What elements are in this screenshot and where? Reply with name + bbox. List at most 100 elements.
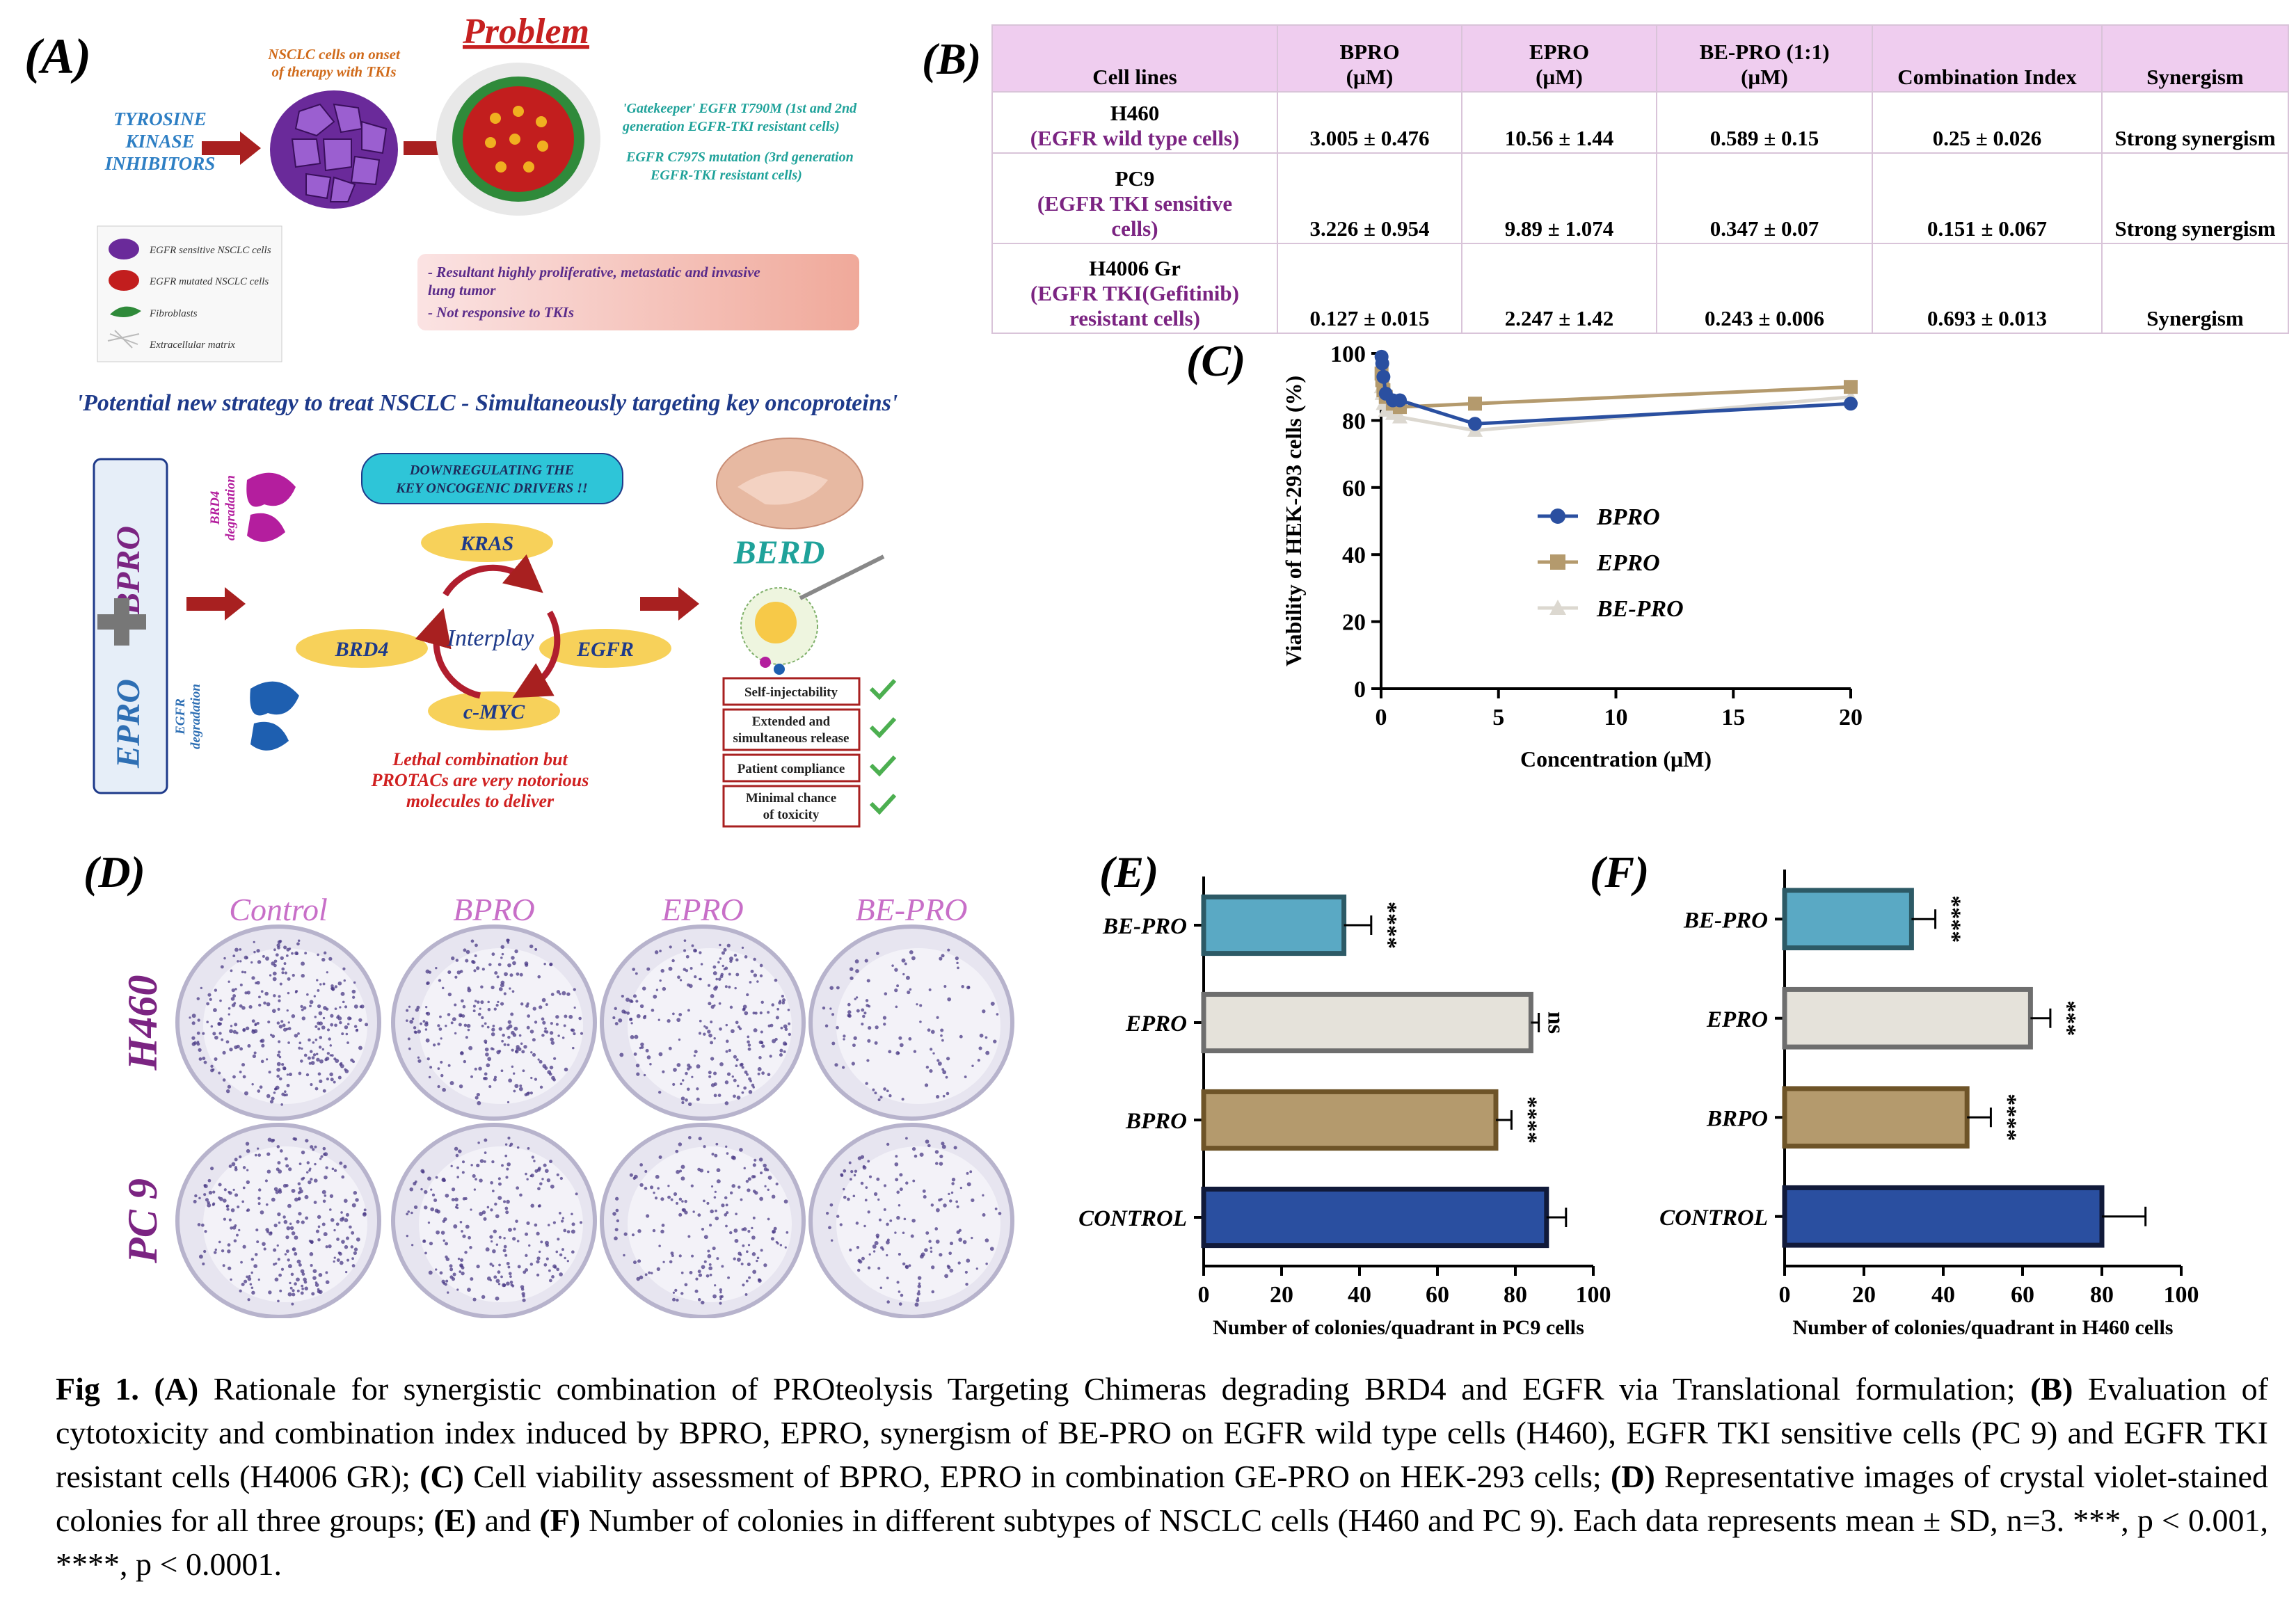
colony-dot [435, 1176, 438, 1179]
colony-dot [722, 964, 724, 968]
colony-dot [246, 991, 250, 995]
colony-dot [263, 1247, 266, 1251]
colony-dot [731, 1075, 734, 1078]
colony-dot [252, 1054, 256, 1059]
colony-dot [752, 1163, 756, 1167]
colony-dot [847, 1002, 851, 1007]
x-tick-label: 20 [1839, 705, 1863, 730]
colony-dot [989, 1247, 994, 1251]
colony-dot [472, 1297, 477, 1302]
colony-dot [234, 947, 239, 952]
colony-dot [231, 1162, 236, 1167]
colony-dot [319, 1079, 323, 1083]
colony-dot [467, 1028, 470, 1032]
colony-dot [855, 969, 859, 973]
colony-dot [948, 1251, 952, 1256]
colony-dot [685, 1098, 688, 1102]
colony-dot [305, 1139, 309, 1143]
colony-dot [690, 1184, 694, 1187]
colony-dot [491, 1160, 495, 1164]
colony-dot [894, 968, 898, 972]
colony-dot [544, 1066, 548, 1070]
colony-dot [513, 1227, 516, 1231]
colony-dot [879, 1246, 884, 1249]
colony-dot [467, 1288, 471, 1292]
colony-dot [329, 1054, 332, 1057]
colony-dot [681, 1200, 684, 1203]
colony-dot [855, 996, 859, 999]
colony-dot [728, 1048, 731, 1052]
colony-dot [454, 1003, 457, 1007]
colony-dot [490, 1047, 494, 1050]
colony-dot [527, 1014, 531, 1018]
colony-dot [486, 1206, 490, 1209]
y-tick-label: 100 [1330, 342, 1366, 367]
colony-dot [413, 1205, 418, 1210]
x-tick-label: 60 [1426, 1282, 1449, 1308]
colony-dot [947, 948, 950, 952]
colony-dot [239, 1155, 242, 1159]
colony-dot [616, 1219, 619, 1223]
colony-dot [459, 1264, 463, 1268]
colony-dot [250, 1258, 255, 1261]
colony-dot [480, 1000, 484, 1004]
panel-a-label: (A) [24, 29, 91, 84]
check-1: Self-injectability [744, 685, 838, 700]
colony-dot [488, 1085, 492, 1089]
colony-dot [271, 1096, 275, 1100]
colony-dot [287, 1264, 292, 1269]
colony-dot [898, 1302, 902, 1306]
colony-dot [716, 1179, 721, 1184]
colony-dot [310, 1083, 313, 1087]
colony-dot [671, 1254, 674, 1258]
colony-dot [276, 1021, 280, 1025]
colony-dot [927, 1144, 931, 1148]
colony-dot [246, 1148, 250, 1153]
colony-dot [541, 998, 546, 1002]
colony-dot [629, 1017, 633, 1022]
colony-dot [658, 1090, 662, 1094]
colony-dot [491, 985, 495, 990]
colony-dot [206, 1002, 210, 1006]
colony-dot [289, 1281, 292, 1285]
colony-dot [330, 1023, 334, 1027]
colony-dot [298, 1212, 302, 1216]
colony-dot [957, 966, 959, 970]
colony-dot [475, 943, 478, 947]
colony-dot [356, 1028, 358, 1031]
colony-dot [658, 1244, 661, 1247]
colony-dot [532, 1052, 536, 1057]
bar [1782, 1185, 2105, 1248]
colony-dot [363, 1208, 367, 1212]
colony-dot [257, 1153, 262, 1157]
colony-dot [299, 1189, 303, 1194]
colony-dot [786, 1231, 789, 1234]
colony-dot [614, 1236, 618, 1241]
colony-dot [232, 1188, 235, 1192]
colony-dot [282, 1027, 287, 1032]
colony-dot [745, 1279, 749, 1283]
colony-dot [437, 1042, 440, 1046]
colony-dot [829, 1007, 832, 1010]
bar [1782, 888, 1914, 951]
colony-dot [830, 1239, 834, 1242]
colony-dot [956, 961, 959, 965]
colony-dot [467, 986, 470, 990]
colony-dot [452, 1017, 456, 1022]
colony-dot [273, 1248, 277, 1252]
colony-dot [269, 974, 272, 977]
colony-dot [550, 1022, 553, 1025]
colony-dot [534, 1223, 538, 1227]
colony-dot [684, 1283, 688, 1287]
colony-dot [555, 1250, 559, 1254]
colony-dot [680, 1292, 684, 1295]
colony-dot [545, 1003, 548, 1006]
colony-dot [277, 1258, 280, 1261]
colony-dot [557, 1238, 560, 1241]
colony-dot [210, 1025, 214, 1028]
colony-dot [422, 1239, 426, 1244]
colony-dot [493, 1229, 497, 1233]
colony-dot [454, 1032, 457, 1035]
colony-dot [200, 986, 202, 990]
colony-dot [677, 975, 680, 979]
